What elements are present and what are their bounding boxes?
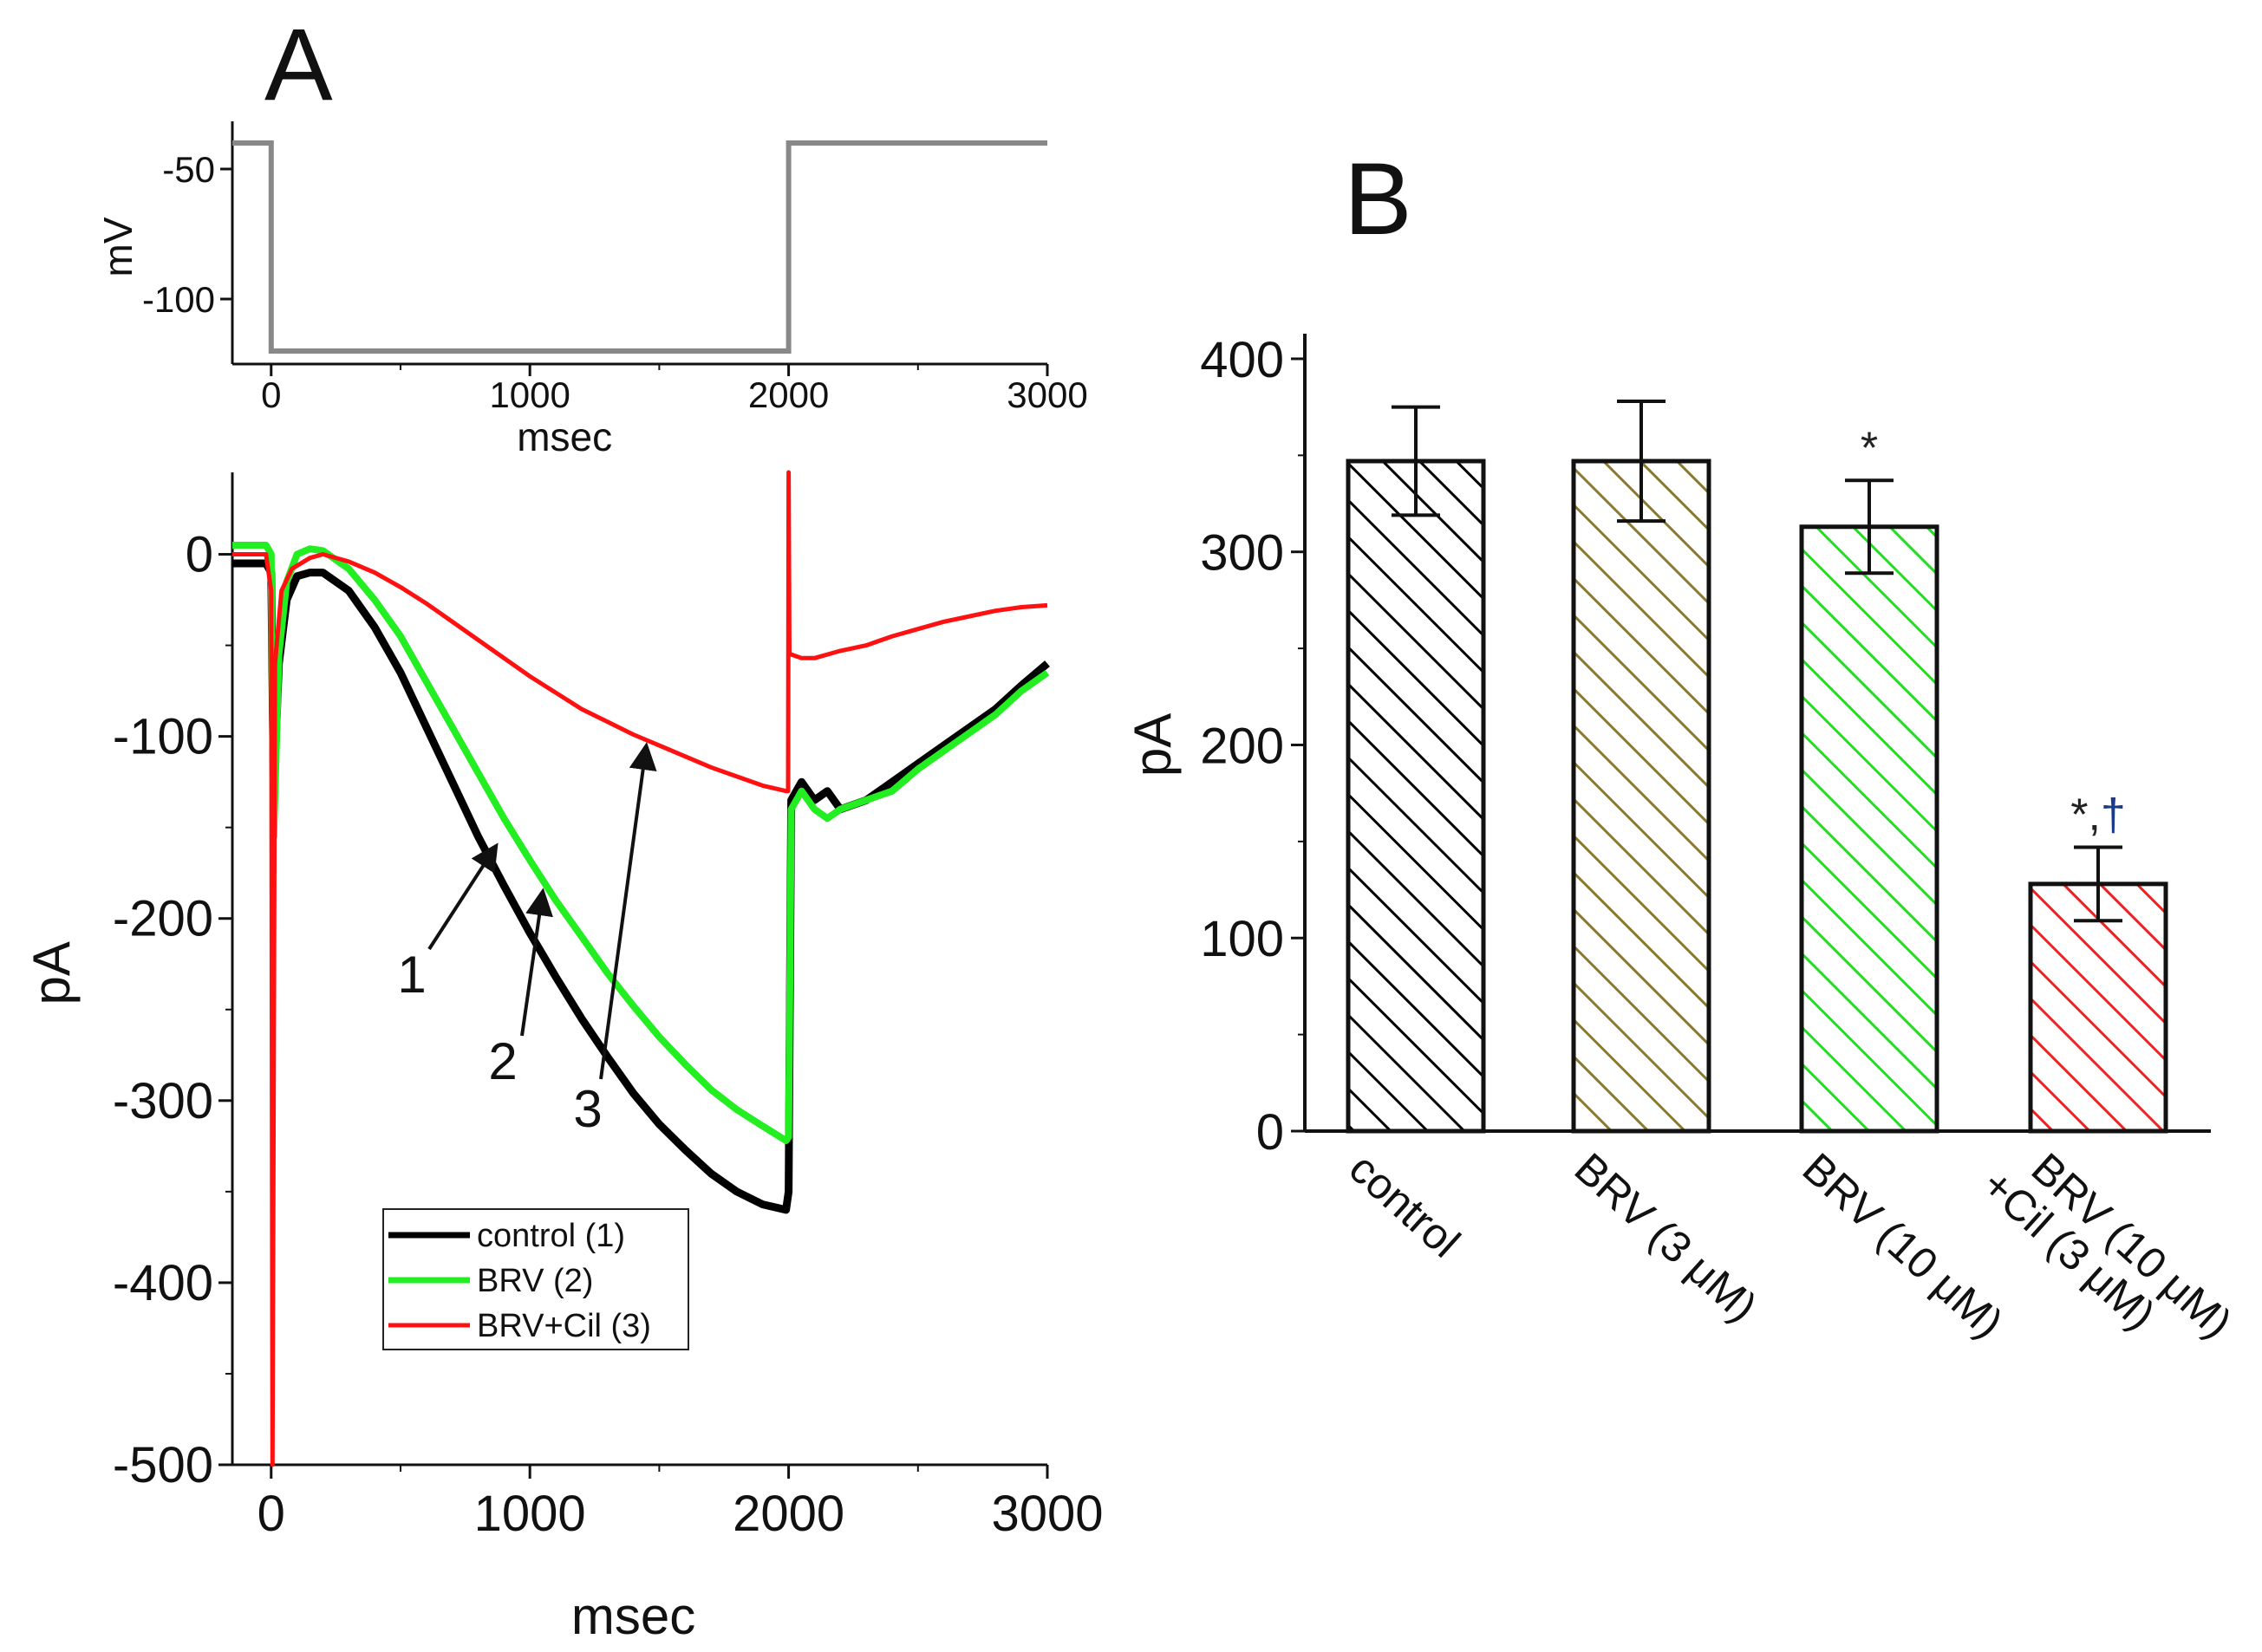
bar-y-tick-label: 200 — [1200, 718, 1284, 774]
category-label: BRV (10 μM) — [1794, 1144, 2012, 1348]
category-label-line: control — [1340, 1144, 1470, 1267]
significance-symbol: † — [2101, 790, 2126, 841]
voltage-axes: 0 1000 2000 3000 -50 -100 — [142, 121, 1088, 415]
voltage-x-tick-label: 1000 — [489, 374, 570, 415]
category-label-line: BRV (3 μM) — [1566, 1144, 1767, 1331]
voltage-x-tick-label: 3000 — [1007, 374, 1087, 415]
voltage-trace-group — [232, 140, 1047, 354]
legend: control (1) BRV (2) BRV+Cil (3) — [382, 1208, 689, 1350]
category-label: control — [1340, 1144, 1470, 1267]
trace-brv — [232, 542, 1050, 1144]
voltage-x-axis-label: msec — [517, 414, 612, 459]
voltage-y-tick-label: -100 — [142, 279, 215, 320]
current-y-tick-label: -300 — [113, 1073, 213, 1129]
category-label: BRV (10 μM)+Cil (3 μM) — [1973, 1126, 2241, 1381]
significance-mark: *,† — [2070, 790, 2126, 841]
current-axes: 0 1000 2000 3000 0 -100 -200 -300 -400 -500 — [113, 472, 1104, 1542]
current-y-tick-label: -200 — [113, 891, 213, 947]
category-label: BRV (3 μM) — [1566, 1144, 1767, 1331]
bar-axes: 0 100 200 300 400 — [1200, 332, 2211, 1161]
significance-symbol: , — [2088, 790, 2100, 841]
voltage-x-tick-label: 0 — [261, 374, 281, 415]
bar-y-tick-label: 0 — [1256, 1104, 1284, 1161]
bar-y-tick-label: 400 — [1200, 332, 1284, 388]
voltage-trace — [232, 140, 1047, 354]
annotation-arrow — [599, 742, 657, 1080]
legend-label-brv: BRV (2) — [477, 1263, 593, 1299]
current-x-axis-label: msec — [571, 1587, 695, 1645]
bar-group: **,† — [1346, 399, 2168, 1134]
significance-symbol: * — [1861, 423, 1878, 473]
significance-symbol: * — [2070, 790, 2088, 841]
bar — [2028, 881, 2168, 1134]
bar-category-labels: control BRV (3 μM) BRV (10 μM) BRV (10 μM)+… — [1340, 1126, 2241, 1381]
annotation-arrow — [520, 888, 553, 1037]
voltage-protocol-plot: 0 1000 2000 3000 -50 -100 msec mV — [95, 121, 1088, 459]
voltage-x-tick-label: 2000 — [748, 374, 829, 415]
annotation-number: 1 — [397, 946, 426, 1004]
legend-label-control: control (1) — [477, 1218, 625, 1254]
trace-brv-cil — [232, 470, 1048, 1467]
panel-b-label: B — [1344, 142, 1412, 257]
annotation-number: 3 — [573, 1080, 602, 1138]
current-x-tick-label: 0 — [257, 1486, 285, 1542]
current-y-tick-label: -100 — [113, 709, 213, 765]
bar-y-tick-label: 100 — [1200, 911, 1284, 967]
trace-annotations: 1 23 — [397, 742, 657, 1138]
current-trace-group — [232, 470, 1050, 1467]
current-x-tick-label: 2000 — [733, 1486, 844, 1542]
bar-y-tick-label: 300 — [1200, 525, 1284, 582]
bar — [1799, 524, 1939, 1134]
current-x-tick-label: 1000 — [474, 1486, 586, 1542]
voltage-y-axis-label: mV — [95, 217, 140, 276]
significance-mark: * — [1861, 423, 1878, 473]
current-y-tick-label: 0 — [186, 527, 213, 583]
bar — [1571, 459, 1711, 1134]
current-y-tick-label: -400 — [113, 1255, 213, 1311]
current-traces-plot: 0 1000 2000 3000 0 -100 -200 -300 -400 -500 1 23 m… — [23, 470, 1104, 1645]
legend-label-brv-cil: BRV+Cil (3) — [477, 1308, 651, 1344]
category-label-line: BRV (10 μM) — [1794, 1144, 2012, 1348]
current-y-tick-label: -500 — [113, 1437, 213, 1493]
bar-y-axis-label: pA — [1124, 713, 1182, 777]
trace-control — [232, 559, 1050, 1214]
annotation-arrow — [427, 842, 499, 951]
current-y-axis-label: pA — [23, 941, 81, 1005]
bar — [1346, 459, 1486, 1134]
voltage-y-tick-label: -50 — [162, 149, 215, 190]
current-x-tick-label: 3000 — [991, 1486, 1103, 1542]
annotation-number: 2 — [488, 1032, 517, 1090]
panel-a-label: A — [264, 8, 333, 122]
